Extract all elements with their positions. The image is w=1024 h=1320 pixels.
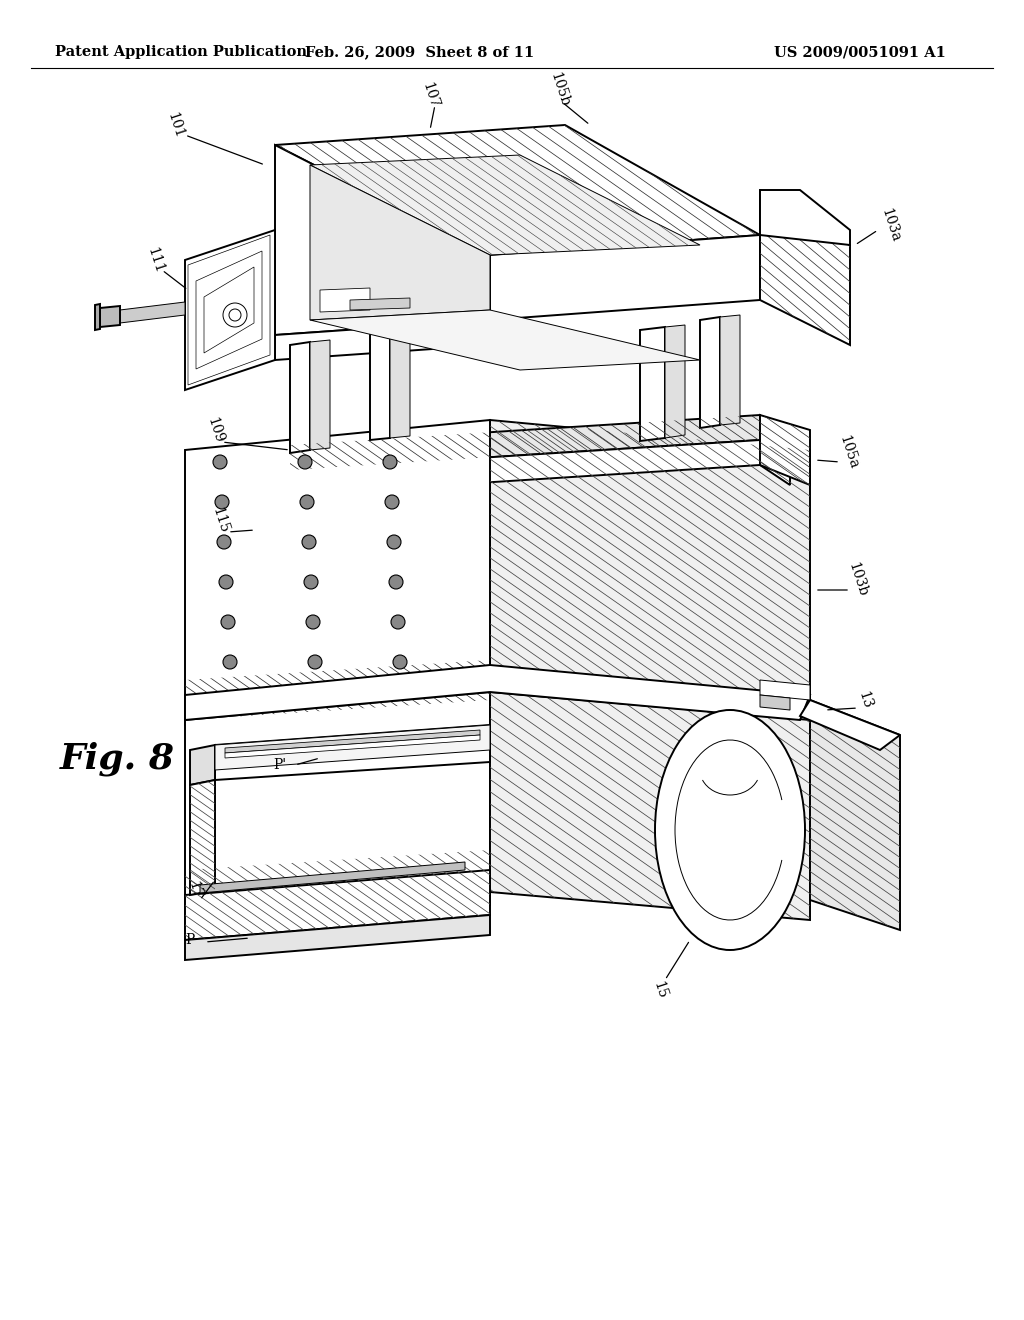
Text: 105b: 105b [548, 71, 572, 110]
Text: 107: 107 [419, 81, 440, 110]
Polygon shape [490, 235, 760, 319]
Circle shape [304, 576, 318, 589]
Polygon shape [390, 326, 410, 438]
Polygon shape [760, 190, 850, 246]
Polygon shape [640, 327, 665, 441]
Circle shape [223, 655, 237, 669]
Circle shape [215, 495, 229, 510]
Circle shape [385, 495, 399, 510]
Text: 109: 109 [204, 416, 225, 445]
Text: 103b: 103b [846, 561, 870, 599]
Polygon shape [185, 915, 490, 960]
Polygon shape [760, 414, 810, 484]
Text: 105a: 105a [836, 433, 860, 471]
Polygon shape [185, 230, 275, 389]
Polygon shape [225, 730, 480, 752]
Text: US 2009/0051091 A1: US 2009/0051091 A1 [774, 45, 946, 59]
Polygon shape [275, 125, 760, 255]
Circle shape [298, 455, 312, 469]
Ellipse shape [655, 710, 805, 950]
Text: 17: 17 [185, 879, 205, 900]
Polygon shape [810, 700, 900, 931]
Circle shape [306, 615, 319, 630]
Polygon shape [700, 317, 720, 428]
Polygon shape [215, 725, 490, 780]
Polygon shape [290, 342, 310, 453]
Polygon shape [200, 862, 465, 894]
Polygon shape [760, 190, 850, 345]
Polygon shape [319, 288, 370, 312]
Text: 111: 111 [144, 246, 166, 275]
Text: Patent Application Publication: Patent Application Publication [55, 45, 307, 59]
Polygon shape [290, 414, 760, 470]
Polygon shape [490, 420, 810, 700]
Polygon shape [100, 306, 120, 327]
Polygon shape [490, 692, 810, 920]
Polygon shape [120, 302, 185, 323]
Circle shape [213, 455, 227, 469]
Text: P: P [185, 933, 195, 946]
Circle shape [391, 615, 406, 630]
Polygon shape [185, 665, 810, 719]
Polygon shape [215, 725, 490, 770]
Polygon shape [185, 671, 490, 730]
Circle shape [302, 535, 316, 549]
Polygon shape [310, 165, 490, 319]
Circle shape [393, 655, 407, 669]
Polygon shape [190, 780, 215, 895]
Polygon shape [185, 692, 490, 915]
Circle shape [308, 655, 322, 669]
Polygon shape [350, 298, 410, 310]
Polygon shape [370, 327, 390, 440]
Polygon shape [225, 735, 480, 758]
Circle shape [389, 576, 403, 589]
Polygon shape [95, 304, 100, 330]
Polygon shape [190, 744, 215, 785]
Circle shape [383, 455, 397, 469]
Text: P': P' [273, 758, 287, 772]
Circle shape [221, 615, 234, 630]
Text: Feb. 26, 2009  Sheet 8 of 11: Feb. 26, 2009 Sheet 8 of 11 [305, 45, 535, 59]
Text: Fig. 8: Fig. 8 [60, 742, 175, 776]
Text: 115: 115 [209, 506, 230, 535]
Polygon shape [275, 319, 490, 360]
Polygon shape [275, 145, 490, 335]
Polygon shape [760, 696, 790, 710]
Text: 103a: 103a [878, 206, 902, 244]
Polygon shape [310, 310, 700, 370]
Polygon shape [290, 440, 790, 495]
Polygon shape [760, 680, 810, 700]
Circle shape [300, 495, 314, 510]
Circle shape [387, 535, 401, 549]
Circle shape [219, 576, 233, 589]
Polygon shape [720, 315, 740, 425]
Text: 13: 13 [856, 689, 874, 710]
Circle shape [223, 304, 247, 327]
Text: 101: 101 [164, 111, 185, 140]
Circle shape [217, 535, 231, 549]
Polygon shape [665, 325, 685, 438]
Polygon shape [185, 420, 490, 700]
Polygon shape [800, 700, 900, 750]
Text: 15: 15 [650, 979, 670, 1001]
Polygon shape [310, 341, 330, 450]
Polygon shape [185, 890, 490, 931]
Polygon shape [185, 870, 490, 940]
Polygon shape [310, 154, 700, 255]
